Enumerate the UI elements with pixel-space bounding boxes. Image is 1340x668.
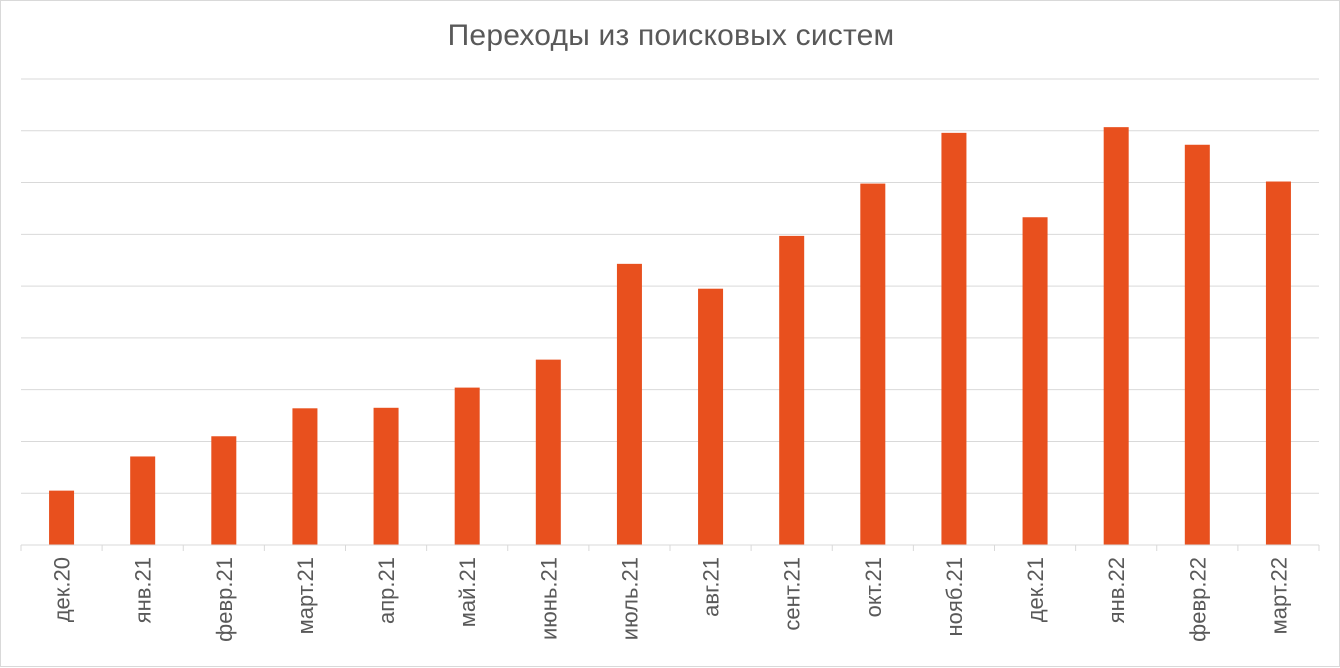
x-tick-label: февр.21: [212, 557, 237, 642]
x-tick-label: май.21: [455, 557, 480, 627]
x-axis: [20, 544, 1320, 551]
bar: [779, 235, 805, 546]
x-tick-label: июнь.21: [536, 557, 561, 640]
gridlines: [21, 78, 1319, 494]
x-tick-label: февр.22: [1185, 557, 1210, 642]
bar: [1022, 217, 1048, 545]
x-tick-label: янв.22: [1104, 557, 1129, 623]
x-tick-labels: дек.20 янв.21 февр.21 март.21 апр.21 май.21 ию…: [50, 557, 1292, 642]
bar: [454, 387, 480, 545]
x-tick-label: дек.21: [1023, 557, 1048, 622]
x-tick-label: сент.21: [780, 557, 805, 631]
bars: [49, 127, 1291, 546]
x-tick-label: июль.21: [617, 557, 642, 640]
x-tick-label: окт.21: [861, 557, 886, 617]
x-tick-label: авг.21: [699, 557, 724, 617]
x-tick-label: апр.21: [374, 557, 399, 624]
x-tick-label: март.22: [1266, 557, 1291, 634]
bar: [130, 456, 156, 545]
x-tick-label: янв.21: [131, 557, 156, 623]
bar: [1184, 144, 1210, 545]
x-tick-label: дек.20: [50, 557, 75, 622]
bar: [860, 183, 886, 545]
x-tick-label: март.21: [293, 557, 318, 634]
x-tick-label: нояб.21: [942, 557, 967, 636]
bar: [535, 359, 561, 545]
bar: [616, 263, 642, 545]
bar: [1103, 127, 1129, 546]
bar: [698, 288, 724, 545]
bar: [211, 436, 237, 545]
chart-title: Переходы из поисковых систем: [447, 19, 895, 52]
bar: [1265, 181, 1291, 545]
bar: [49, 490, 75, 545]
bar: [373, 407, 399, 545]
bar: [941, 132, 967, 546]
bar: [292, 408, 318, 545]
